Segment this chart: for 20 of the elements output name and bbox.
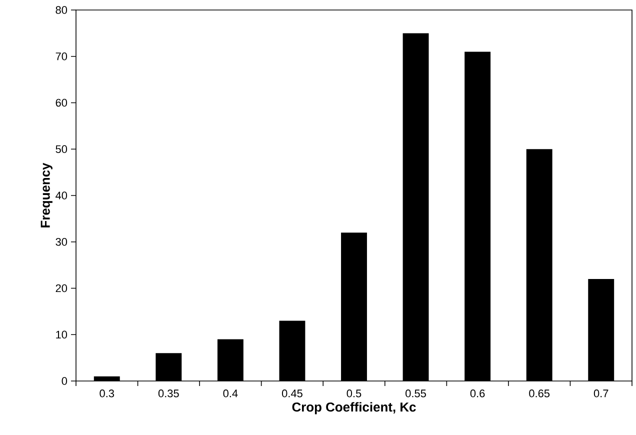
y-tick-label: 10 (56, 330, 68, 339)
x-tick-label: 0.65 (529, 390, 550, 398)
x-tick-label: 0.7 (594, 390, 608, 398)
x-tick-label: 0.5 (346, 390, 362, 398)
x-axis-title: Crop Coefficient, Kc (292, 402, 416, 414)
x-tick-label: 0.3 (100, 390, 114, 398)
y-axis-title: Frequency (40, 162, 52, 228)
y-tick-label: 70 (56, 52, 68, 60)
y-tick-label: 20 (56, 284, 68, 292)
y-tick-label: 30 (56, 238, 68, 246)
x-tick-label: 0.45 (282, 390, 302, 398)
y-tick-label: 50 (56, 145, 68, 154)
x-tick-label: 0.55 (406, 390, 426, 398)
x-tick-label: 0.6 (470, 390, 485, 398)
y-tick-label: 60 (56, 98, 68, 107)
x-tick-label: 0.4 (223, 390, 238, 398)
y-tick-label: 40 (56, 192, 68, 200)
y-tick-label: 0 (62, 377, 68, 385)
x-tick-label: 0.35 (158, 390, 179, 398)
y-tick-label: 80 (56, 6, 68, 14)
